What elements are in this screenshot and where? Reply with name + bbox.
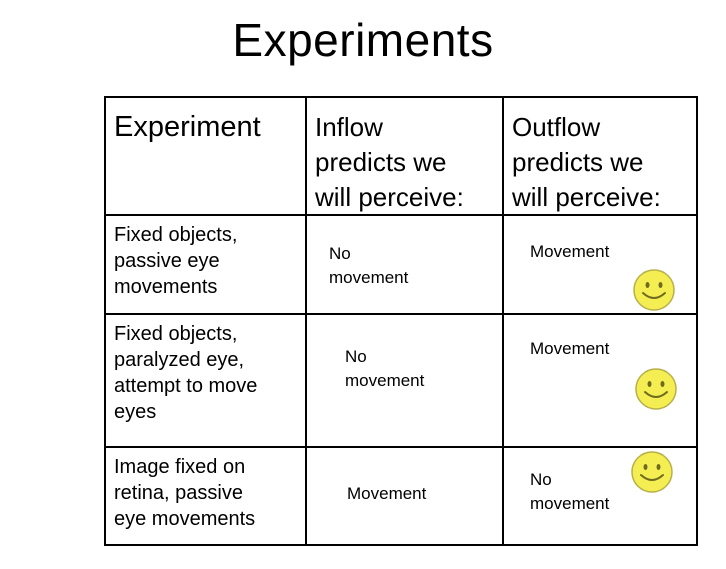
row1-experiment: Fixed objects, passive eye movements (106, 216, 307, 315)
experiment-line: movements (114, 276, 218, 298)
inflow-line: No (329, 244, 351, 263)
header-outflow-line: will perceive: (512, 182, 661, 212)
row1-inflow: No movement (307, 216, 504, 315)
experiment-line: eyes (114, 401, 157, 423)
header-inflow-line: will perceive: (315, 182, 464, 212)
header-experiment: Experiment (106, 98, 307, 216)
row3-experiment: Image fixed on retina, passive eye movem… (106, 448, 307, 544)
experiment-line: attempt to move (114, 375, 258, 397)
experiment-line: eye movements (114, 508, 256, 530)
row3-outflow: No movement (504, 448, 696, 544)
outflow-line: No (530, 470, 552, 489)
experiment-line: Fixed objects, (114, 224, 238, 246)
row2-outflow: Movement (504, 315, 696, 448)
experiment-line: Fixed objects, (114, 323, 238, 345)
header-outflow-line: predicts we (512, 147, 644, 177)
header-inflow: Inflow predicts we will perceive: (307, 98, 504, 216)
inflow-line: No (345, 347, 367, 366)
outflow-line: Movement (530, 242, 610, 261)
header-experiment-label: Experiment (114, 111, 261, 143)
row2-experiment: Fixed objects, paralyzed eye, attempt to… (106, 315, 307, 448)
page-title: Experiments (232, 14, 494, 66)
smiley-face-icon (635, 368, 677, 410)
smiley-face-icon (631, 451, 673, 493)
experiment-line: Image fixed on (114, 456, 246, 478)
inflow-line: movement (345, 371, 425, 390)
row2-inflow: No movement (307, 315, 504, 448)
header-outflow-line: Outflow (512, 112, 601, 142)
header-inflow-line: Inflow (315, 112, 383, 142)
smiley-face-icon (633, 269, 675, 311)
row3-inflow: Movement (307, 448, 504, 544)
outflow-line: movement (530, 494, 610, 513)
header-outflow: Outflow predicts we will perceive: (504, 98, 696, 216)
row1-outflow: Movement (504, 216, 696, 315)
outflow-line: Movement (530, 339, 610, 358)
header-inflow-line: predicts we (315, 147, 447, 177)
experiments-table: Experiment Inflow predicts we will perce… (104, 96, 698, 546)
inflow-line: movement (329, 268, 409, 287)
experiment-line: retina, passive (114, 482, 243, 504)
experiment-line: passive eye (114, 250, 220, 272)
experiment-line: paralyzed eye, (114, 349, 245, 371)
inflow-line: Movement (347, 484, 427, 503)
